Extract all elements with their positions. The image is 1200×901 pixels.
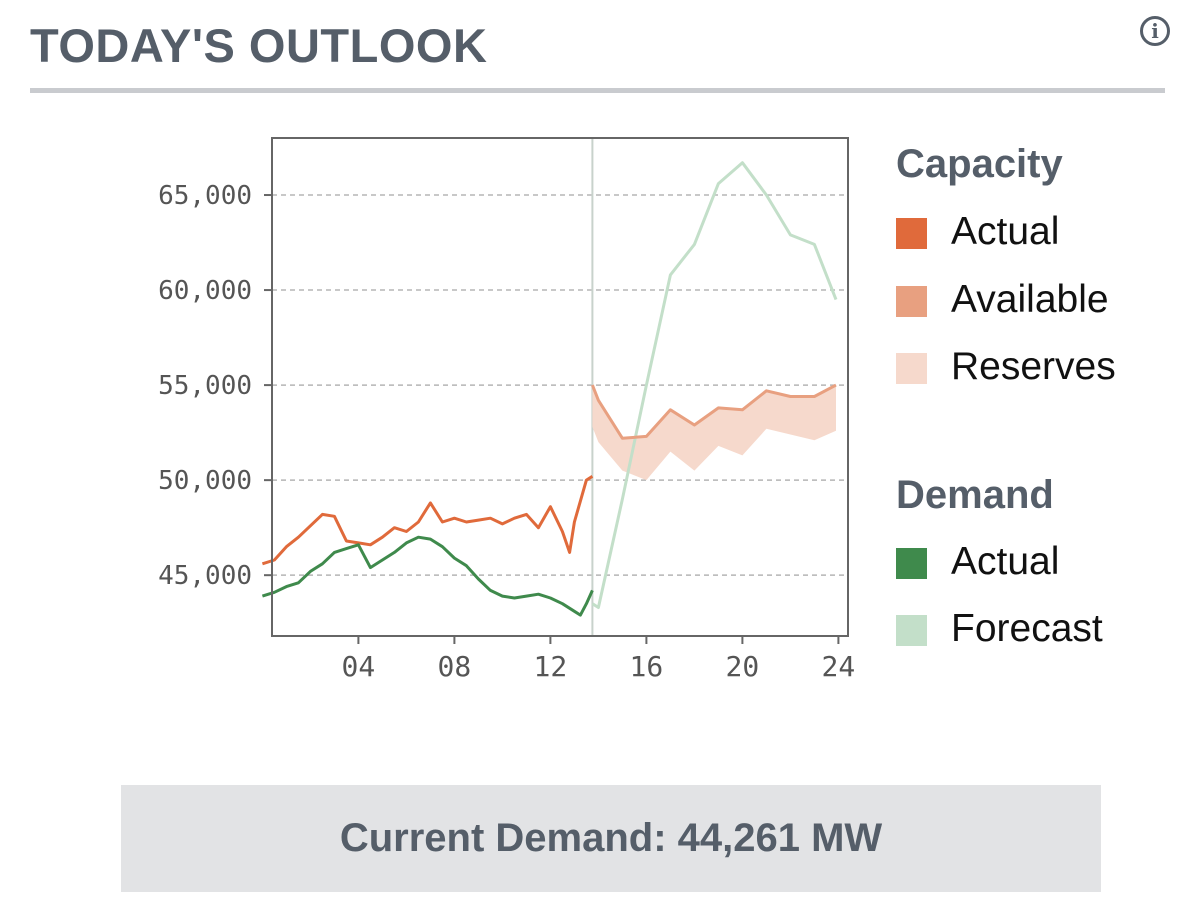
- legend-capacity-heading: Capacity: [896, 142, 1063, 186]
- header: TODAY'S OUTLOOK i: [30, 10, 1170, 92]
- y-axis: 45,000 50,000 55,000 60,000 65,000: [158, 181, 272, 591]
- legend-swatch: [896, 548, 927, 579]
- x-axis: 04 08 12 16 20 24: [342, 636, 856, 683]
- legend: Capacity Actual Available Reserves Deman…: [896, 140, 1186, 660]
- x-tick-label: 20: [726, 650, 760, 683]
- legend-swatch: [896, 353, 927, 384]
- y-tick-label: 45,000: [158, 561, 252, 591]
- series-demand-actual: [261, 535, 594, 617]
- reserves-band: [592, 385, 836, 481]
- x-tick-label: 12: [534, 650, 568, 683]
- legend-swatch: [896, 218, 927, 249]
- current-demand-text: Current Demand: 44,261 MW: [339, 816, 883, 860]
- y-tick-label: 65,000: [158, 181, 252, 211]
- series-demand-forecast: [591, 161, 838, 609]
- y-tick-label: 60,000: [158, 276, 252, 306]
- legend-label: Actual: [951, 210, 1060, 253]
- chart: 45,000 50,000 55,000 60,000 65,000 04 08 12 16 2…: [158, 137, 856, 683]
- header-divider: [30, 88, 1165, 93]
- page-title: TODAY'S OUTLOOK: [30, 19, 488, 72]
- legend-swatch: [896, 286, 927, 317]
- x-tick-label: 08: [438, 650, 472, 683]
- legend-swatch: [896, 615, 927, 646]
- plot-frame: [271, 137, 849, 637]
- x-tick-label: 24: [822, 650, 856, 683]
- info-icon[interactable]: i: [1140, 16, 1170, 46]
- current-demand-panel: Current Demand: 44,261 MW: [121, 785, 1101, 892]
- series-capacity-available: [591, 383, 837, 440]
- series-layer: [261, 161, 838, 617]
- x-tick-label: 04: [342, 650, 376, 683]
- y-tick-label: 55,000: [158, 371, 252, 401]
- chart-grid: [272, 138, 848, 636]
- legend-label: Available: [951, 278, 1109, 321]
- legend-label: Actual: [951, 540, 1060, 583]
- y-tick-label: 50,000: [158, 466, 252, 496]
- x-tick-label: 16: [630, 650, 664, 683]
- series-capacity-actual: [261, 475, 594, 566]
- legend-label: Reserves: [951, 345, 1116, 388]
- reserves-band-layer: [592, 385, 836, 481]
- legend-demand-heading: Demand: [896, 473, 1054, 517]
- legend-label: Forecast: [951, 607, 1103, 650]
